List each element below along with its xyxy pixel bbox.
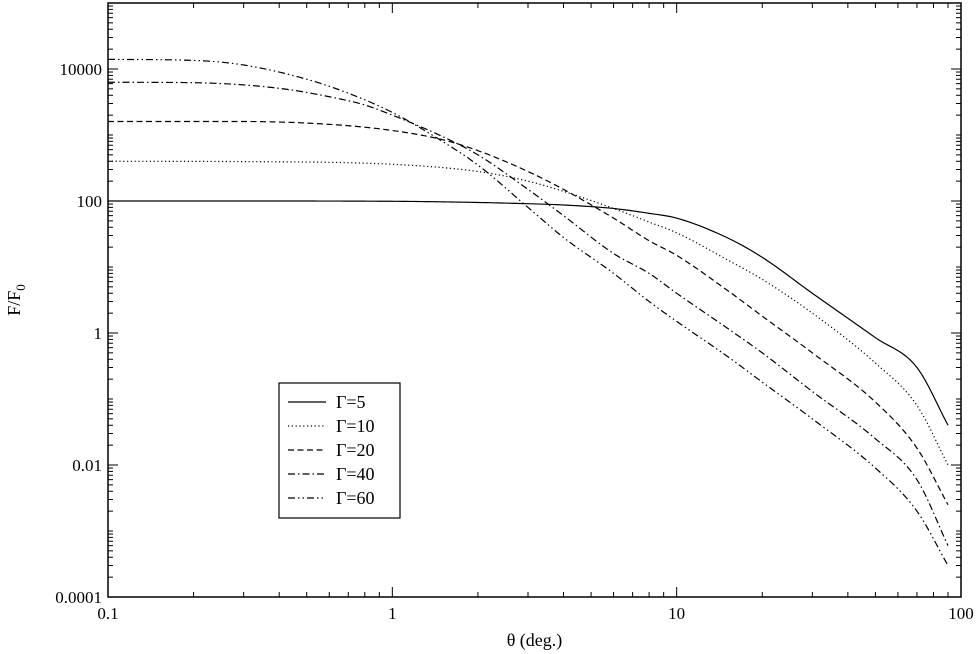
y-tick-label: 0.01 xyxy=(72,456,102,475)
y-axis-label: F/F0 xyxy=(4,284,28,316)
x-tick-label: 100 xyxy=(948,604,974,623)
x-tick-label: 1 xyxy=(388,604,397,623)
y-tick-label: 1 xyxy=(94,324,103,343)
legend-label: Γ=5 xyxy=(336,392,366,412)
legend-label: Γ=20 xyxy=(336,440,375,460)
x-tick-label: 0.1 xyxy=(97,604,118,623)
plot-frame xyxy=(107,2,962,598)
y-tick-label: 0.0001 xyxy=(55,588,102,607)
y-tick-label: 10000 xyxy=(60,60,103,79)
legend-label: Γ=60 xyxy=(336,488,375,508)
legend-label: Γ=40 xyxy=(336,464,375,484)
y-axis-label-subscript: 0 xyxy=(13,284,28,291)
y-tick-label: 100 xyxy=(77,192,103,211)
series-line-3 xyxy=(108,120,949,506)
series-layer xyxy=(107,58,949,566)
legend-label: Γ=10 xyxy=(336,416,375,436)
x-axis-label: θ (deg.) xyxy=(507,630,563,651)
x-tick-label: 10 xyxy=(668,604,685,623)
svg-text:F/F0: F/F0 xyxy=(4,284,28,316)
series-line-5 xyxy=(107,58,949,566)
series-line-1 xyxy=(108,200,949,426)
legend: Γ=5 Γ=10 Γ=20 Γ=40 Γ=60 xyxy=(278,382,401,519)
ticks-layer: 0.1 1 10 100 0.0001 0.01 1 100 10000 xyxy=(55,3,974,623)
y-axis-label-main: F/F xyxy=(4,291,24,316)
series-line-4 xyxy=(107,81,949,546)
